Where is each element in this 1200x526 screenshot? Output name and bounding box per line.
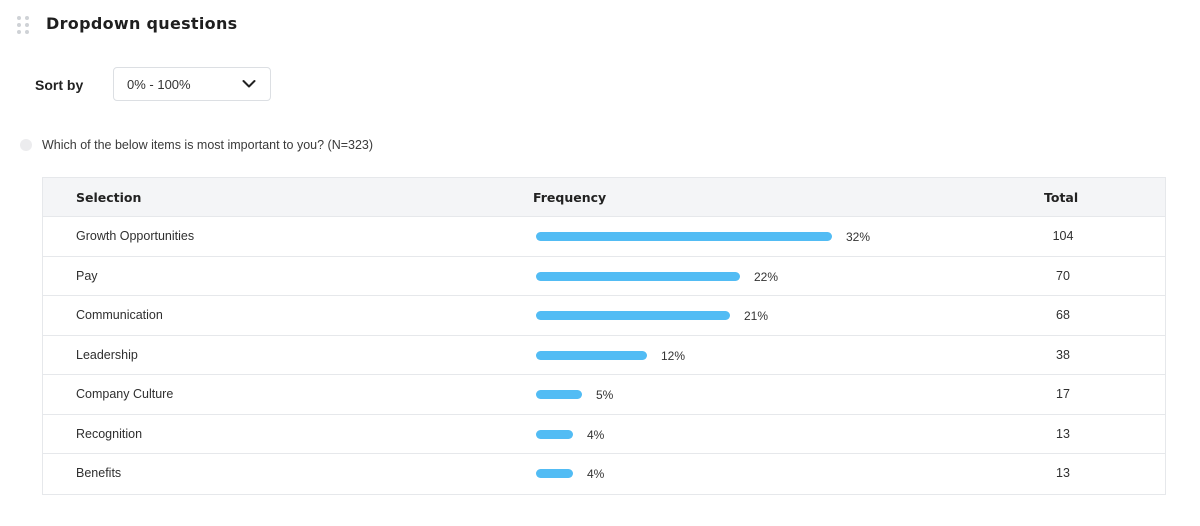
total-cell: 13 (1056, 466, 1070, 480)
frequency-percent: 12% (661, 348, 686, 363)
total-cell: 104 (1052, 229, 1074, 243)
table-row: Pay 22% 70 (43, 257, 1165, 296)
header-frequency: Frequency (533, 190, 607, 205)
frequency-bar (536, 350, 647, 360)
section-title: Dropdown questions (46, 14, 238, 33)
selection-cell: Company Culture (76, 387, 174, 401)
total-cell: 13 (1056, 426, 1070, 441)
total-cell: 70 (1056, 268, 1070, 283)
selection-cell: Recognition (76, 426, 143, 441)
frequency-bar (536, 232, 832, 241)
frequency-bar (536, 469, 573, 478)
frequency-percent: 22% (754, 269, 779, 284)
results-table: Selection Frequency Total Growth Opportu… (42, 177, 1166, 495)
table-row: Leadership 12% 38 (43, 336, 1165, 375)
table-row: Recognition 4% 13 (43, 415, 1165, 454)
sort-by-value: 0% - 100% (127, 76, 191, 92)
sort-by-select[interactable]: 0% - 100% (113, 67, 271, 101)
total-cell: 17 (1056, 387, 1070, 401)
frequency-bar (536, 311, 730, 320)
selection-cell: Growth Opportunities (76, 229, 195, 243)
total-cell: 38 (1056, 347, 1070, 362)
selection-cell: Leadership (76, 347, 138, 362)
sort-by-label: Sort by (35, 77, 84, 93)
table-row: Benefits 4% 13 (43, 454, 1165, 494)
frequency-percent: 32% (846, 230, 871, 244)
drag-handle-icon[interactable] (17, 16, 29, 34)
frequency-percent: 4% (587, 427, 605, 442)
question-text: Which of the below items is most importa… (42, 138, 374, 152)
total-cell: 68 (1056, 308, 1070, 322)
table-row: Company Culture 5% 17 (43, 375, 1165, 415)
frequency-percent: 4% (587, 467, 605, 481)
table-header: Selection Frequency Total (43, 178, 1165, 217)
frequency-percent: 21% (744, 309, 769, 323)
frequency-bar (536, 271, 740, 281)
question-radio[interactable] (20, 139, 32, 151)
selection-cell: Communication (76, 308, 163, 322)
table-row: Communication 21% 68 (43, 296, 1165, 336)
header-total: Total (1044, 190, 1079, 205)
table-body: Growth Opportunities 32% 104 Pay 22% 70 Commun… (43, 217, 1165, 494)
frequency-bar (536, 429, 573, 439)
frequency-percent: 5% (596, 388, 614, 402)
selection-cell: Pay (76, 268, 98, 283)
table-row: Growth Opportunities 32% 104 (43, 217, 1165, 257)
selection-cell: Benefits (76, 466, 122, 480)
frequency-bar (536, 390, 582, 399)
chevron-down-icon (242, 80, 256, 88)
header-selection: Selection (76, 190, 142, 205)
